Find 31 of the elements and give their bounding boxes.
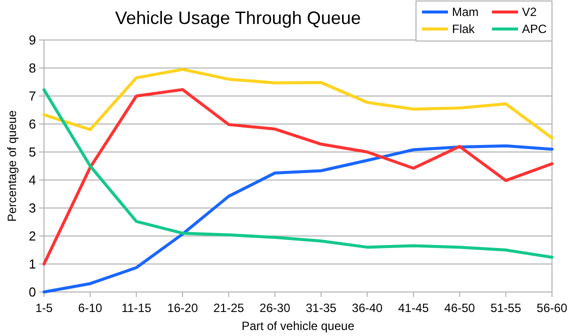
- y-tick-label: 4: [28, 172, 36, 188]
- y-tick-label: 8: [28, 60, 36, 76]
- y-tick-label: 5: [28, 144, 36, 160]
- y-tick-label: 0: [28, 284, 36, 300]
- x-tick-label: 21-25: [213, 301, 244, 315]
- y-axis-title: Percentage of queue: [5, 110, 19, 222]
- x-tick-label: 46-50: [444, 301, 476, 315]
- legend-label: V2: [522, 5, 538, 20]
- y-tick-label: 1: [28, 256, 36, 272]
- chart-title: Vehicle Usage Through Queue: [115, 8, 361, 28]
- x-tick-label: 56-60: [536, 301, 568, 315]
- x-tick-label: 36-40: [352, 301, 383, 315]
- line-series: [42, 144, 554, 294]
- legend-label: Mam: [452, 5, 479, 20]
- legend-label: Flak: [452, 22, 476, 36]
- x-tick-label: 6-10: [78, 301, 103, 315]
- x-tick-label: 31-35: [306, 301, 337, 315]
- legend-label: APC: [522, 22, 548, 36]
- y-tick-label: 9: [28, 32, 36, 48]
- y-tick-label: 2: [28, 228, 36, 244]
- y-tick-label: 7: [28, 88, 36, 104]
- line-series: [42, 68, 554, 140]
- x-tick-label: 26-30: [260, 301, 291, 315]
- x-tick-label: 41-45: [398, 301, 430, 315]
- x-tick-label: 11-15: [121, 301, 152, 315]
- y-tick-label: 6: [28, 116, 36, 132]
- x-tick-label: 1-5: [35, 301, 53, 315]
- x-tick-label: 16-20: [167, 301, 198, 315]
- x-tick-label: 51-55: [490, 301, 522, 315]
- x-axis-title: Part of vehicle queue: [242, 319, 355, 333]
- y-tick-label: 3: [28, 200, 36, 216]
